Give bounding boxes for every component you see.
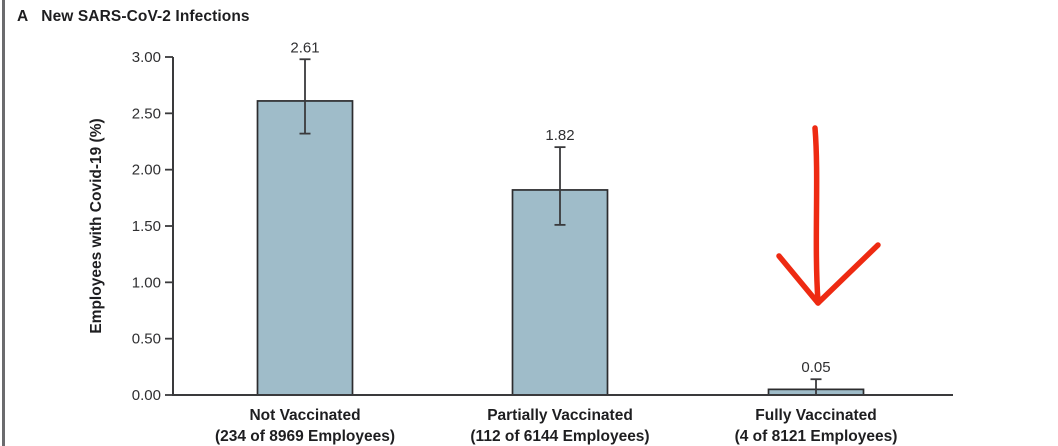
- panel-title: New SARS-CoV-2 Infections: [41, 8, 250, 25]
- y-tick-label: 0.50: [132, 331, 161, 348]
- bar-value-label: 0.05: [801, 359, 830, 376]
- hand-drawn-arrow-annotation: [815, 242, 881, 306]
- x-category-name: Fully Vaccinated: [755, 407, 876, 424]
- panel-left-border: [2, 0, 5, 446]
- panel-label: A: [17, 8, 29, 25]
- hand-drawn-arrow-annotation: [812, 125, 821, 305]
- x-category-detail: (234 of 8969 Employees): [215, 428, 395, 445]
- y-tick-label: 1.00: [132, 274, 161, 291]
- y-tick-label: 3.00: [132, 49, 161, 66]
- bar-not-vaccinated: [256, 100, 354, 396]
- error-bar-fully-vaccinated: [810, 378, 822, 395]
- y-tick-label: 1.50: [132, 218, 161, 235]
- y-tick-label: 0.00: [132, 387, 161, 404]
- hand-drawn-arrow-annotation: [776, 253, 821, 306]
- error-bar-partially-vaccinated: [554, 146, 566, 226]
- x-category-name: Partially Vaccinated: [487, 407, 633, 424]
- x-category-detail: (4 of 8121 Employees): [735, 428, 898, 445]
- y-tick-label: 2.50: [132, 105, 161, 122]
- panel-header: A New SARS-CoV-2 Infections: [17, 8, 250, 26]
- bar-value-label: 2.61: [290, 39, 319, 56]
- y-tick-label: 2.00: [132, 162, 161, 179]
- x-category-detail: (112 of 6144 Employees): [470, 428, 649, 445]
- bar-value-label: 1.82: [545, 127, 574, 144]
- y-axis-title: Employees with Covid-19 (%): [88, 118, 105, 333]
- error-bar-not-vaccinated: [299, 58, 311, 135]
- x-category-name: Not Vaccinated: [249, 407, 360, 424]
